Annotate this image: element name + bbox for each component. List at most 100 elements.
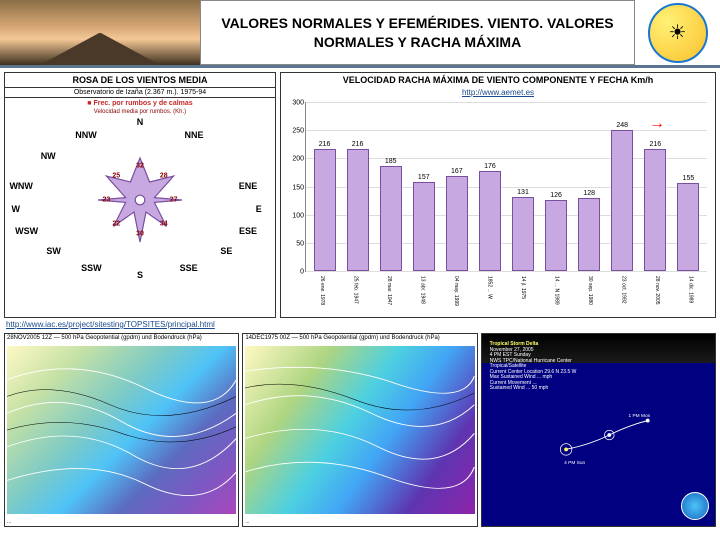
bar-value-label: 157 bbox=[418, 174, 430, 181]
page-title: VALORES NORMALES Y EFEMÉRIDES. VIENTO. V… bbox=[209, 14, 626, 50]
header-mountain-photo bbox=[0, 0, 200, 65]
bar-value-label: 131 bbox=[517, 189, 529, 196]
data-bar: 185 bbox=[380, 166, 402, 271]
bar-value-label: 216 bbox=[352, 141, 364, 148]
rose-value: 32 bbox=[136, 163, 144, 170]
map2-contours bbox=[245, 346, 474, 514]
svg-text:4 PM Sun: 4 PM Sun bbox=[564, 460, 585, 466]
wind-rose-chart: N NNW NNE NW WNW W WSW SW SSW S SSE SE ESE E ENE 32 28 2… bbox=[5, 115, 275, 285]
hurricane-track-map: Tropical Storm Delta November 27, 20054 … bbox=[481, 333, 716, 527]
bar-value-label: 128 bbox=[583, 190, 595, 197]
bar-chart-area: 050100150200250300 216216185157167176131… bbox=[305, 102, 707, 272]
compass-direction-label: N bbox=[137, 117, 144, 127]
compass-direction-label: NNW bbox=[75, 130, 97, 140]
data-bar: 167 bbox=[446, 176, 468, 271]
hurricane-bg: Tropical Storm Delta November 27, 20054 … bbox=[482, 334, 715, 526]
svg-text:1 PM Mon: 1 PM Mon bbox=[628, 413, 650, 419]
noaa-globe-icon bbox=[681, 492, 709, 520]
bar-value-label: 126 bbox=[550, 192, 562, 199]
bar-chart-panel: VELOCIDAD RACHA MÁXIMA DE VIENTO COMPONE… bbox=[280, 72, 716, 318]
wind-rose-legend1: ■ Frec. por rumbos y de calmas bbox=[5, 98, 275, 109]
x-axis-label: 28 nov. 2005 bbox=[646, 276, 668, 324]
y-axis-label: 300 bbox=[292, 100, 304, 107]
compass-direction-label: NNE bbox=[184, 130, 203, 140]
logo-container: ☀ bbox=[635, 0, 720, 65]
hurricane-track-svg: 4 PM Sun 1 PM Mon bbox=[552, 411, 657, 469]
data-bar: 216 bbox=[644, 149, 666, 271]
map1-date: 28NOV2005 12Z bbox=[7, 335, 52, 341]
x-axis-label: 13 abr. 1948 bbox=[411, 276, 433, 324]
x-axis-label: 28 mar. 1947 bbox=[378, 276, 400, 324]
map2-date: 14DEC1975 00Z bbox=[245, 335, 290, 341]
data-bar: 176 bbox=[479, 171, 501, 271]
wind-rose-panel: ROSA DE LOS VIENTOS MEDIA Observatorio d… bbox=[4, 72, 276, 318]
rose-value: 28 bbox=[160, 173, 168, 180]
y-axis-label: 0 bbox=[300, 269, 304, 276]
x-axis-label: 14 dic. 1989 bbox=[679, 276, 701, 324]
data-bar: 131 bbox=[512, 197, 534, 271]
x-axis-label: 23 oct. 1992 bbox=[612, 276, 634, 324]
synoptic-map-1: 28NOV2005 12Z — 500 hPa Geopotential (gp… bbox=[4, 333, 239, 527]
meteorology-logo: ☀ bbox=[648, 3, 708, 63]
rose-value: 27 bbox=[170, 197, 178, 204]
wind-rose-title: ROSA DE LOS VIENTOS MEDIA bbox=[5, 73, 275, 88]
data-bar: 155 bbox=[677, 183, 699, 271]
compass-direction-label: E bbox=[256, 204, 262, 214]
bar-value-label: 167 bbox=[451, 168, 463, 175]
y-axis-label: 250 bbox=[292, 128, 304, 135]
y-axis-label: 100 bbox=[292, 212, 304, 219]
compass-direction-label: W bbox=[12, 204, 21, 214]
compass-direction-label: SW bbox=[46, 246, 61, 256]
x-axis-label: 25 feb. 1947 bbox=[344, 276, 366, 324]
x-axis-label: 04 may. 1999 bbox=[445, 276, 467, 324]
y-axis-label: 150 bbox=[292, 184, 304, 191]
page-title-box: VALORES NORMALES Y EFEMÉRIDES. VIENTO. V… bbox=[200, 0, 635, 65]
x-axis-label: 14 jl. 1975 bbox=[512, 276, 534, 324]
rose-value: 22 bbox=[112, 220, 120, 227]
gridline: 0 bbox=[306, 271, 707, 272]
compass-direction-label: S bbox=[137, 270, 143, 280]
compass-direction-label: WSW bbox=[15, 226, 38, 236]
bar-value-label: 155 bbox=[683, 175, 695, 182]
compass-direction-label: ESE bbox=[239, 226, 257, 236]
data-bar: 248 bbox=[611, 130, 633, 271]
map1-footer: ... bbox=[5, 518, 238, 526]
data-bar: 216 bbox=[314, 149, 336, 271]
hurricane-info-line: Sustained Wind ... 50 mph bbox=[490, 386, 577, 392]
hurricane-info-text: Tropical Storm Delta November 27, 20054 … bbox=[490, 342, 577, 392]
rose-value: 23 bbox=[102, 197, 110, 204]
bar-value-label: 216 bbox=[649, 141, 661, 148]
bar-value-label: 185 bbox=[385, 158, 397, 165]
x-axis-label: 30 sep. 1980 bbox=[579, 276, 601, 324]
wind-rose-subtitle: Observatorio de Izaña (2.367 m.). 1975-9… bbox=[5, 88, 275, 98]
data-bar: 216 bbox=[347, 149, 369, 271]
map2-title: 500 hPa Geopotential (gpdm) und Bodendru… bbox=[299, 335, 439, 341]
data-bar: 128 bbox=[578, 198, 600, 271]
highlight-arrow-icon: → bbox=[649, 115, 665, 133]
synoptic-map-2: 14DEC1975 00Z — 500 hPa Geopotential (gp… bbox=[242, 333, 477, 527]
map1-title: 500 hPa Geopotential (gpdm) und Bodendru… bbox=[61, 335, 201, 341]
y-axis-label: 50 bbox=[296, 240, 304, 247]
data-bar: 126 bbox=[545, 200, 567, 271]
x-axis-label: 14 ... N 1989 bbox=[545, 276, 567, 324]
bar-value-label: 176 bbox=[484, 163, 496, 170]
rose-value: 34 bbox=[160, 220, 168, 227]
compass-direction-label: SSW bbox=[81, 263, 102, 273]
compass-direction-label: SSE bbox=[180, 263, 198, 273]
map1-contours bbox=[7, 346, 236, 514]
bar-chart-source-link[interactable]: http://www.aemet.es bbox=[281, 87, 715, 98]
rose-value: 25 bbox=[112, 173, 120, 180]
data-bar: 157 bbox=[413, 182, 435, 271]
compass-direction-label: WNW bbox=[9, 181, 33, 191]
bar-value-label: 216 bbox=[319, 141, 331, 148]
bar-value-label: 248 bbox=[616, 122, 628, 129]
map2-footer: ... bbox=[243, 518, 476, 526]
y-axis-label: 200 bbox=[292, 156, 304, 163]
x-axis-label: 1852 ... W bbox=[478, 276, 500, 324]
x-axis-label: 26 ene. 1978 bbox=[311, 276, 333, 324]
rose-value: 30 bbox=[136, 230, 144, 237]
compass-direction-label: SE bbox=[220, 246, 232, 256]
bar-chart-title: VELOCIDAD RACHA MÁXIMA DE VIENTO COMPONE… bbox=[281, 73, 715, 87]
compass-direction-label: NW bbox=[41, 151, 56, 161]
compass-direction-label: ENE bbox=[239, 181, 258, 191]
